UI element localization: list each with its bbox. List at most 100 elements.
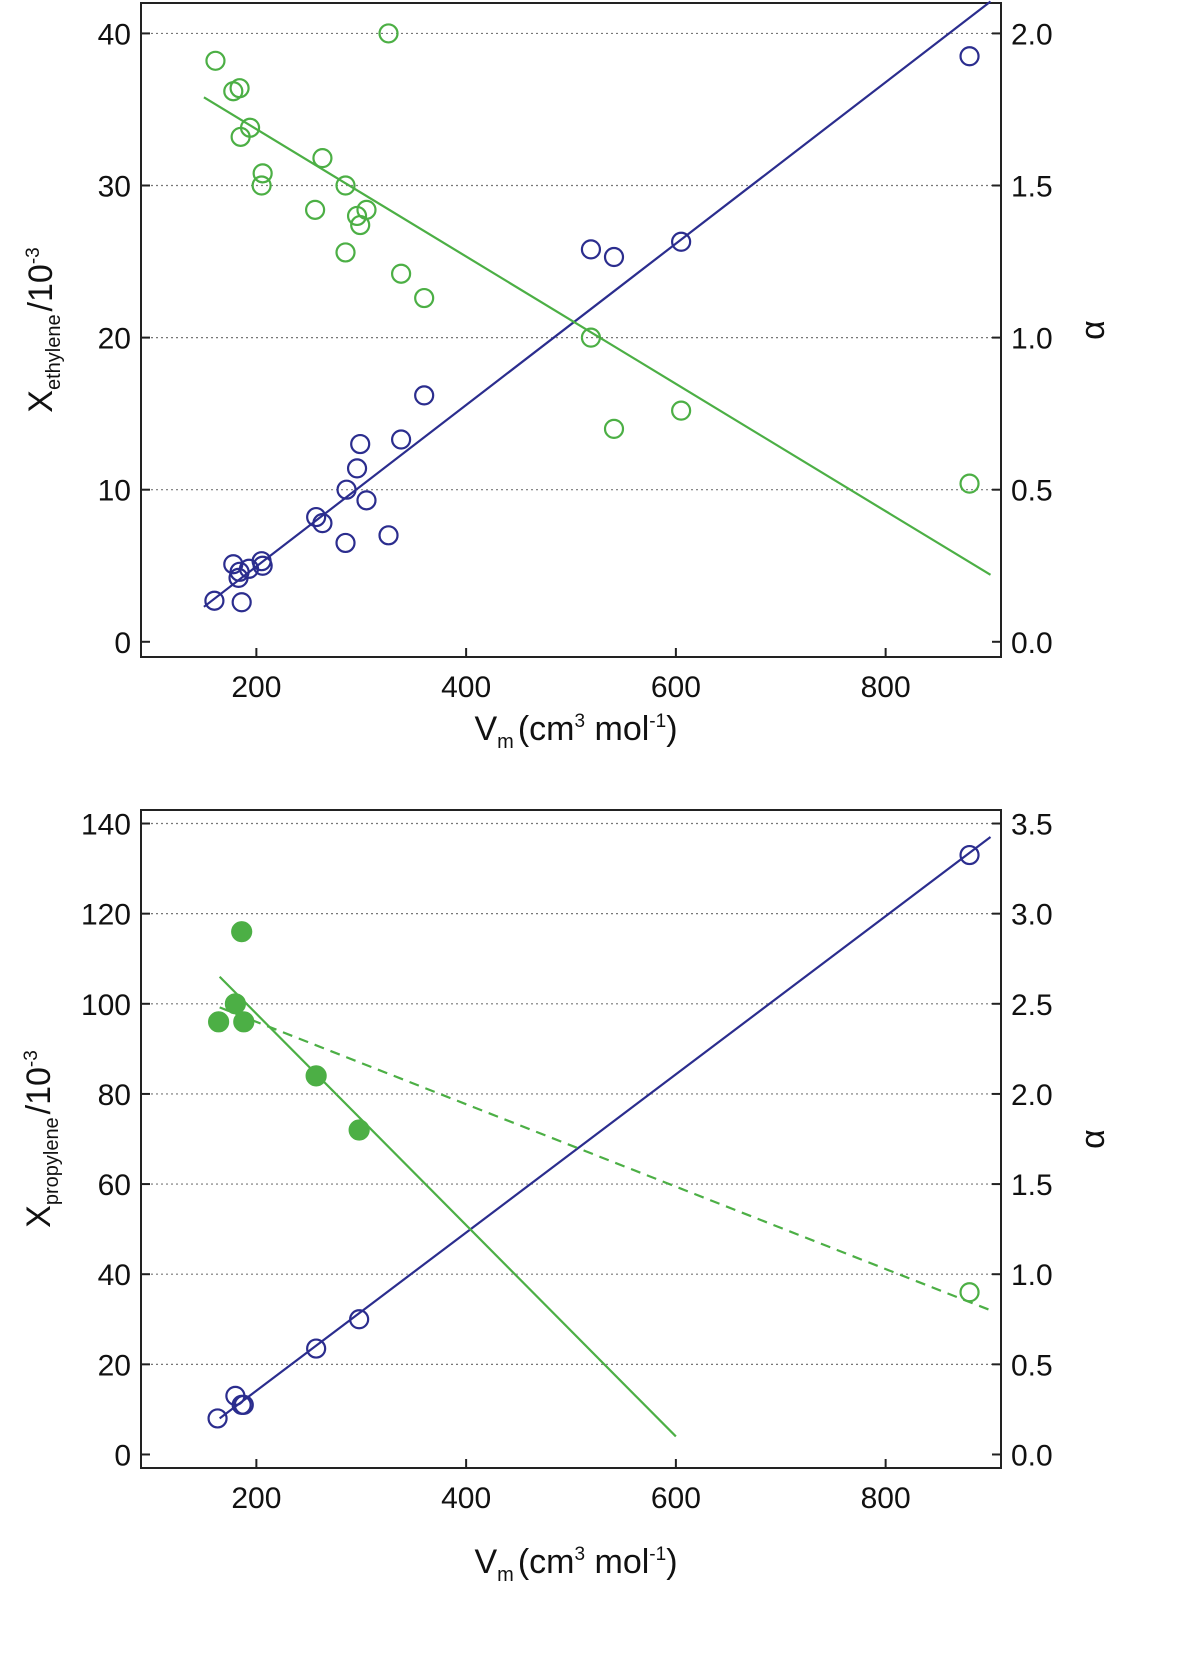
series-1 [207, 836, 992, 1429]
y-title-main: X [22, 390, 60, 413]
series-3 [219, 1006, 991, 1312]
data-point [229, 78, 250, 99]
data-point [335, 242, 356, 263]
x-title-unit-mid: mol [585, 710, 649, 748]
x-title-close: ) [666, 710, 677, 748]
y-title-unit: /10 [22, 264, 60, 311]
chart-2: 200 400 600 800 0 20 40 60 80 100 120 140 0.0 0.5 1.0 1… [20, 809, 1112, 1586]
data-point [580, 239, 602, 260]
y-left-tick-label: 0 [114, 627, 131, 660]
data-point [378, 23, 399, 44]
data-point [356, 490, 377, 511]
data-point [306, 506, 327, 528]
fit-line [219, 1006, 991, 1312]
fit-line [218, 836, 992, 1420]
y-left-tick-label: 20 [98, 1349, 131, 1382]
y-right-tick-label: 3.0 [1011, 899, 1053, 932]
data-point [205, 50, 226, 71]
x-title-close: ) [666, 1543, 677, 1581]
series-2 [208, 921, 677, 1438]
y-right-tick-label: 0.0 [1011, 627, 1053, 660]
data-point [312, 148, 333, 169]
y-title-sub: propylene [41, 1117, 63, 1205]
x-tick-label: 400 [441, 671, 491, 704]
data-point [231, 592, 252, 613]
y-left-tick-label: 20 [98, 323, 131, 356]
data-point [390, 429, 412, 450]
data-point [229, 561, 250, 582]
data-point [671, 400, 692, 421]
fit-line [203, 96, 992, 576]
y-right-tick-label: 2.0 [1011, 1079, 1053, 1112]
x-axis-title: Vm (cm3 mol-1) [474, 710, 677, 753]
data-point [671, 231, 692, 252]
data-point [208, 1011, 230, 1033]
data-point [252, 163, 273, 184]
y-title-sup: -3 [21, 1050, 42, 1067]
x-tick-label: 200 [231, 671, 281, 704]
y-right-tick-label: 1.0 [1011, 323, 1053, 356]
y-left-axis-title: Xethylene/10-3 [22, 247, 65, 412]
y-left-tick-label: 40 [98, 18, 131, 51]
x-title-sup2: -1 [649, 1544, 666, 1565]
y-left-tick-label: 100 [81, 989, 131, 1022]
y-left-tick-label: 120 [81, 899, 131, 932]
data-point [336, 479, 357, 500]
y-left-tick-label: 60 [98, 1169, 131, 1202]
plot-frame [140, 809, 1002, 1469]
y-right-tick-label: 1.5 [1011, 171, 1053, 204]
data-point [350, 433, 371, 455]
fit-line [203, 0, 992, 608]
x-title-sup2: -1 [649, 711, 666, 732]
y-title-sup: -3 [23, 247, 44, 264]
x-title-sup: 3 [574, 1544, 585, 1565]
x-title-unit-mid: mol [585, 1543, 649, 1581]
data-point [251, 175, 272, 196]
series-2 [203, 23, 992, 576]
data-point [603, 418, 625, 439]
data-point [959, 473, 980, 494]
series-1 [203, 0, 992, 613]
data-point [414, 385, 435, 406]
x-tick-label: 800 [861, 671, 911, 704]
y-title-sub: ethylene [43, 314, 65, 390]
y-right-axis-title: α [1074, 1129, 1112, 1149]
data-point [304, 199, 326, 220]
data-point [390, 263, 412, 284]
fit-line [218, 975, 677, 1438]
y-right-tick-label: 2.0 [1011, 18, 1053, 51]
y-left-tick-label: 140 [81, 809, 131, 842]
x-tick-label: 200 [231, 1482, 281, 1515]
x-title-main: V [474, 710, 497, 748]
data-point [306, 1338, 327, 1359]
x-title-sup: 3 [574, 711, 585, 732]
y-right-tick-label: 0.5 [1011, 1349, 1053, 1382]
y-right-tick-label: 0.5 [1011, 475, 1053, 508]
y-left-axis-title: Xpropylene/10-3 [20, 1050, 63, 1228]
data-point [233, 1394, 254, 1416]
y-right-tick-label: 1.0 [1011, 1259, 1053, 1292]
data-point [207, 1408, 228, 1429]
y-title-main: X [20, 1205, 58, 1228]
chart-1: 200 400 600 800 0 10 20 30 40 0.0 0.5 1.0 1.5 2.0 Vm (c… [22, 0, 1112, 753]
data-point [204, 590, 225, 611]
x-tick-label: 600 [651, 671, 701, 704]
data-point [349, 1309, 370, 1330]
data-point [252, 555, 273, 576]
data-point [346, 458, 368, 479]
data-point [348, 1119, 370, 1141]
data-point [356, 199, 377, 220]
data-point [239, 117, 261, 138]
y-left-tick-label: 40 [98, 1259, 131, 1292]
y-right-tick-label: 1.5 [1011, 1169, 1053, 1202]
data-point [603, 246, 625, 268]
y-right-tick-label: 3.5 [1011, 809, 1053, 842]
data-point [231, 921, 253, 943]
data-point [305, 1065, 327, 1087]
x-title-unit: (cm [518, 1543, 575, 1581]
plot-frame [140, 2, 1002, 658]
data-point [335, 532, 356, 554]
data-point [224, 993, 246, 1015]
y-left-tick-label: 10 [98, 475, 131, 508]
